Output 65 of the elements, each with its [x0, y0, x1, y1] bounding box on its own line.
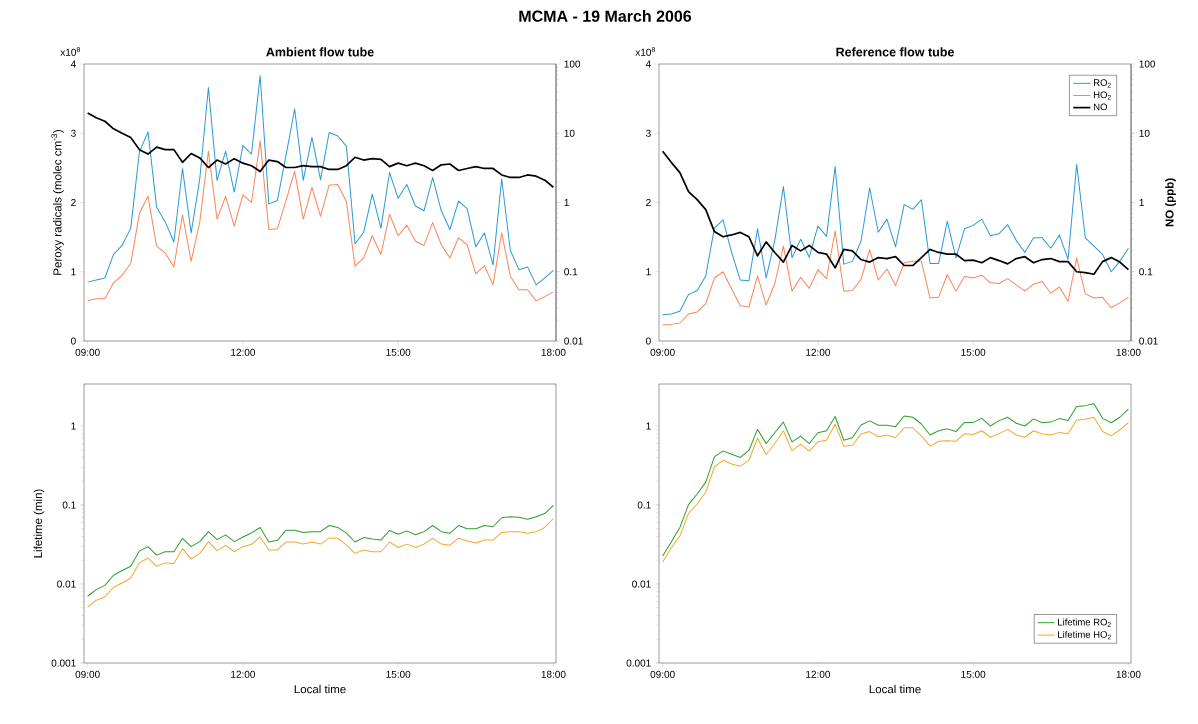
y-tick-label: 0.01 [632, 580, 651, 588]
y2-tick-label: 10 [564, 129, 575, 137]
y2-tick-label: 100 [1139, 60, 1156, 68]
text: MCMA - 19 March 2006 [519, 10, 692, 22]
y2-tick-label: 1 [1139, 199, 1144, 206]
legend-label: Lifetime RO$_{2}$ [1058, 618, 1111, 627]
y2-tick-label: 1 [564, 199, 569, 206]
legend-label: RO$_{2}$ [1093, 79, 1111, 88]
x-tick-label: 18:00 [1116, 670, 1141, 678]
line-series [87, 75, 554, 286]
x-tick-label: 12:00 [806, 348, 831, 356]
x-tick-label: 15:00 [386, 348, 411, 356]
x-tick-label: 15:00 [386, 670, 411, 678]
y-tick-label: 4 [70, 60, 76, 68]
y-tick-label: 0.001 [51, 659, 76, 667]
x-tick-label: 18:00 [1116, 348, 1141, 356]
chart-subtitle: Ambient flow tube [266, 47, 374, 57]
x-tick-label: 12:00 [231, 670, 256, 678]
x-tick-label: 09:00 [75, 670, 100, 678]
line-series [662, 230, 1129, 326]
y2-tick-label: 10 [1139, 129, 1150, 137]
x-tick-label: 15:00 [961, 670, 986, 678]
x-tick-label: 09:00 [650, 670, 675, 678]
y2-tick-label: 0.1 [564, 268, 578, 276]
text: x10$^{8}$ [60, 47, 80, 56]
y-tick-label: 2 [71, 199, 76, 206]
y-tick-label: 3 [71, 129, 76, 137]
y-tick-label: 1 [646, 422, 651, 430]
y-tick-label: 1 [646, 268, 651, 276]
y-axis-title: Lifetime (min) [33, 489, 45, 558]
x-axis-title: Local time [869, 684, 921, 694]
x-tick-label: 18:00 [541, 670, 566, 678]
y-tick-label: 4 [645, 60, 651, 68]
y-tick-label: 1 [71, 422, 76, 430]
y2-tick-label: 0.01 [564, 337, 583, 345]
legend-label: Lifetime HO$_{2}$ [1058, 630, 1111, 640]
line-series [662, 163, 1129, 316]
y2-tick-label: 0.01 [1139, 337, 1158, 345]
chart-title: Reference flow tube [836, 47, 954, 57]
y-tick-label: 0 [71, 337, 76, 345]
x-axis-title: Local time [294, 684, 346, 694]
y-tick-label: 0 [646, 337, 651, 345]
y2-tick-label: 100 [564, 60, 581, 68]
legend-label: HO$_{2}$ [1093, 91, 1111, 100]
y-tick-label: 0.1 [637, 501, 651, 509]
x-tick-label: 09:00 [650, 348, 675, 356]
x-tick-label: 18:00 [541, 348, 566, 356]
x-tick-label: 15:00 [961, 348, 986, 356]
y-axis-title: Peroxy radicals (molec cm$^{-3}$) [51, 130, 64, 275]
y-tick-label: 0.1 [62, 501, 76, 509]
x-tick-label: 12:00 [231, 348, 256, 356]
legend-label: NO [1093, 103, 1107, 111]
line-series [87, 140, 554, 302]
y-tick-label: 3 [646, 129, 651, 137]
y-tick-label: 0.01 [57, 580, 76, 588]
y2-axis-title: NO (ppb) [1165, 178, 1176, 227]
y-tick-label: 2 [646, 199, 651, 206]
line-series [87, 504, 554, 597]
line-series [87, 518, 554, 608]
y-tick-label: 0.001 [626, 659, 651, 667]
x-tick-label: 09:00 [75, 348, 100, 356]
text: x10$^{8}$ [635, 47, 656, 56]
y-tick-label: 1 [71, 268, 76, 276]
x-tick-label: 12:00 [806, 670, 831, 678]
y2-tick-label: 0.1 [1139, 268, 1153, 276]
